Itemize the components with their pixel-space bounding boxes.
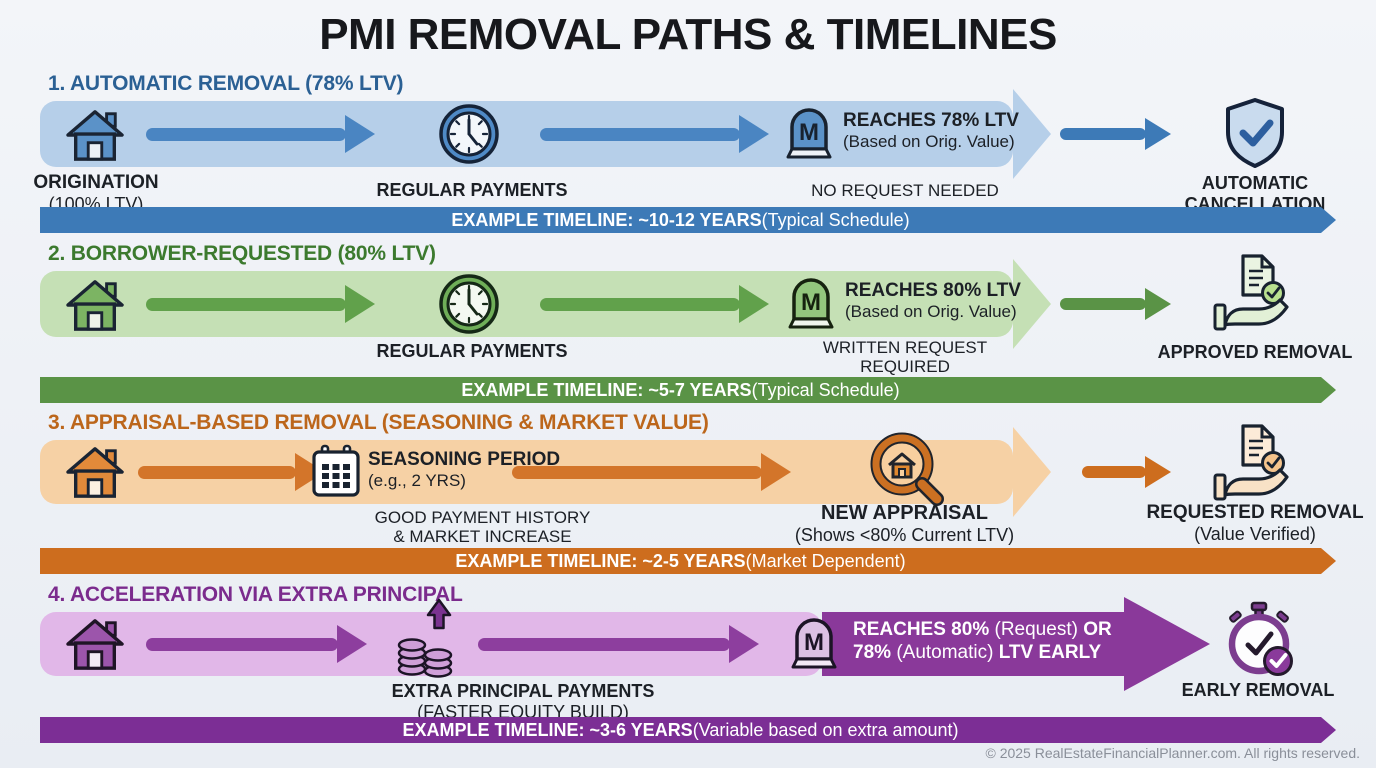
row3-timeline-banner: EXAMPLE TIMELINE: ~2-5 YEARS (Market Dep… <box>40 548 1321 574</box>
row2-timeline-banner: EXAMPLE TIMELINE: ~5-7 YEARS (Typical Sc… <box>40 377 1321 403</box>
copyright-text: © 2025 RealEstateFinancialPlanner.com. A… <box>985 745 1360 761</box>
row2-payments-label: REGULAR PAYMENTS <box>376 341 568 361</box>
document-approval-hand-icon <box>1213 253 1297 335</box>
row1-milestone-note: NO REQUEST NEEDED <box>811 181 999 200</box>
milestone-marker-icon: M <box>791 613 837 673</box>
clock-icon <box>438 103 500 165</box>
row2-end-label: APPROVED REMOVAL <box>1157 342 1353 362</box>
connector-arrow <box>1060 285 1171 323</box>
row3-seasoning-note: GOOD PAYMENT HISTORY & MARKET INCREASE <box>374 508 591 547</box>
row1-band-arrowhead <box>1013 89 1051 179</box>
arrow-right <box>540 115 769 153</box>
row1-milestone-label: REACHES 78% LTV (Based on Orig. Value) <box>843 110 1019 151</box>
row2-band-arrowhead <box>1013 259 1051 349</box>
row1-timeline-banner: EXAMPLE TIMELINE: ~10-12 YEARS (Typical … <box>40 207 1321 233</box>
row4-extra-principal-label: EXTRA PRINCIPAL PAYMENTS (FASTER EQUITY … <box>391 681 655 722</box>
milestone-letter: M <box>801 289 821 316</box>
page-title: PMI REMOVAL PATHS & TIMELINES <box>319 10 1057 59</box>
house-icon <box>64 277 126 333</box>
row4-dark-arrowhead <box>1124 597 1210 691</box>
connector-arrow <box>1060 115 1171 153</box>
stopwatch-check-icon <box>1222 601 1296 677</box>
house-icon <box>64 616 126 672</box>
arrow-right <box>146 625 367 663</box>
milestone-letter: M <box>799 119 819 146</box>
section-4-heading: 4. ACCELERATION VIA EXTRA PRINCIPAL <box>48 583 463 606</box>
milestone-marker-icon: M <box>788 273 834 333</box>
row3-band-arrowhead <box>1013 427 1051 517</box>
arrow-right <box>540 285 769 323</box>
document-approval-hand-icon <box>1213 423 1297 505</box>
house-icon <box>64 107 126 163</box>
row4-timeline-banner: EXAMPLE TIMELINE: ~3-6 YEARS (Variable b… <box>40 717 1321 743</box>
arrow-right <box>138 453 325 491</box>
arrow-right <box>146 285 375 323</box>
row4-dark-arrow-body <box>822 612 1124 676</box>
shield-check-icon <box>1222 97 1288 169</box>
row4-milestone-label: REACHES 80% (Request) OR 78% (Automatic)… <box>853 619 1112 663</box>
section-1-heading: 1. AUTOMATIC REMOVAL (78% LTV) <box>48 72 404 95</box>
row2-timeline-tip <box>1321 377 1336 403</box>
row3-end-label: REQUESTED REMOVAL (Value Verified) <box>1146 502 1364 544</box>
milestone-marker-icon: M <box>786 103 832 163</box>
calendar-icon <box>311 444 361 498</box>
connector-arrow <box>1082 453 1171 491</box>
house-magnifier-icon <box>864 428 950 516</box>
row3-timeline-tip <box>1321 548 1336 574</box>
clock-icon <box>438 273 500 335</box>
row3-seasoning-label: SEASONING PERIOD (e.g., 2 YRS) <box>368 449 561 490</box>
row1-payments-label: REGULAR PAYMENTS <box>376 180 568 200</box>
arrow-right <box>146 115 375 153</box>
section-2-heading: 2. BORROWER-REQUESTED (80% LTV) <box>48 242 436 265</box>
section-3-heading: 3. APPRAISAL-BASED REMOVAL (SEASONING & … <box>48 411 709 434</box>
arrow-right <box>478 625 759 663</box>
house-icon <box>64 444 126 500</box>
row4-timeline-tip <box>1321 717 1336 743</box>
row2-milestone-label: REACHES 80% LTV (Based on Orig. Value) <box>845 280 1021 321</box>
row4-end-label: EARLY REMOVAL <box>1181 680 1335 700</box>
milestone-letter: M <box>804 629 824 656</box>
coin-stack-up-arrow-icon <box>394 598 456 678</box>
arrow-right <box>512 453 791 491</box>
row1-timeline-tip <box>1321 207 1336 233</box>
row3-appraisal-label: NEW APPRAISAL (Shows <80% Current LTV) <box>794 502 1015 545</box>
